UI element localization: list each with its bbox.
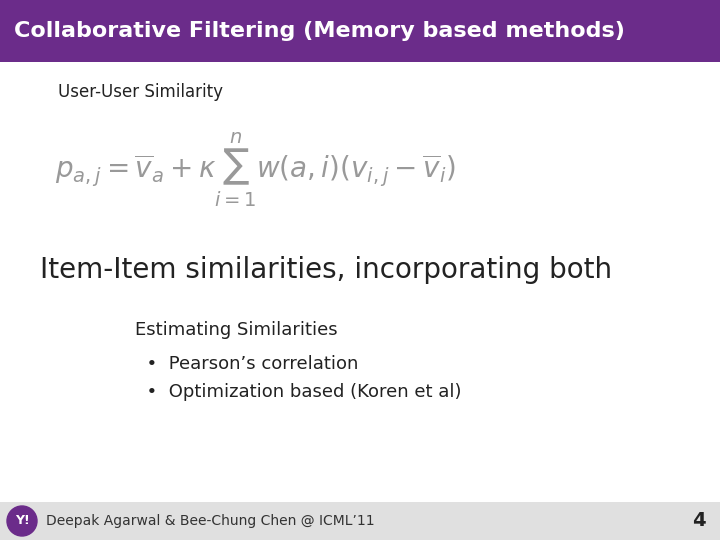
Bar [0,0,720,62]
Text: 4: 4 [693,511,706,530]
Bar [0,502,720,540]
Text: User-User Similarity: User-User Similarity [58,83,223,101]
Text: Collaborative Filtering (Memory based methods): Collaborative Filtering (Memory based me… [14,21,625,41]
Text: Y!: Y! [14,515,30,528]
Circle shape [7,506,37,536]
Text: •  Pearson’s correlation: • Pearson’s correlation [135,355,359,373]
Text: $p_{a,j} = \overline{v}_a + \kappa \sum_{i=1}^{n} w(a,i)(v_{i,j} - \overline{v}_: $p_{a,j} = \overline{v}_a + \kappa \sum_… [55,131,456,209]
Text: •  Optimization based (Koren et al): • Optimization based (Koren et al) [135,383,462,401]
Text: Estimating Similarities: Estimating Similarities [135,321,338,339]
Text: Item-Item similarities, incorporating both: Item-Item similarities, incorporating bo… [40,256,612,284]
Text: Deepak Agarwal & Bee-Chung Chen @ ICML’11: Deepak Agarwal & Bee-Chung Chen @ ICML’1… [46,514,374,528]
